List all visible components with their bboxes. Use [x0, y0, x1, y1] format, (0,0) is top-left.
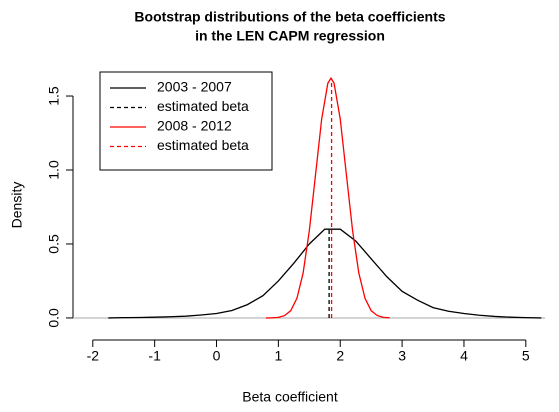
legend-label: estimated beta — [157, 98, 249, 114]
series-line — [265, 77, 390, 319]
chart-title: in the LEN CAPM regression — [195, 28, 385, 44]
x-tick-label: 1 — [274, 348, 282, 364]
chart-title: Bootstrap distributions of the beta coef… — [134, 9, 445, 25]
x-tick-label: 3 — [398, 348, 406, 364]
x-axis-label: Beta coefficient — [242, 389, 338, 405]
x-tick-label: -1 — [148, 348, 161, 364]
y-tick-label: 1.5 — [46, 86, 62, 106]
series-line — [108, 228, 542, 319]
legend-label: estimated beta — [157, 137, 249, 153]
x-tick-label: 2 — [336, 348, 344, 364]
x-tick-label: 4 — [460, 348, 468, 364]
y-axis-label: Density — [9, 182, 25, 229]
x-tick-label: 5 — [522, 348, 530, 364]
legend-label: 2003 - 2007 — [157, 79, 232, 95]
y-tick-label: 0.0 — [46, 308, 62, 328]
y-tick-label: 0.5 — [46, 234, 62, 254]
legend-label: 2008 - 2012 — [157, 118, 232, 134]
x-tick-label: -2 — [87, 348, 100, 364]
y-tick-label: 1.0 — [46, 160, 62, 180]
x-tick-label: 0 — [213, 348, 221, 364]
